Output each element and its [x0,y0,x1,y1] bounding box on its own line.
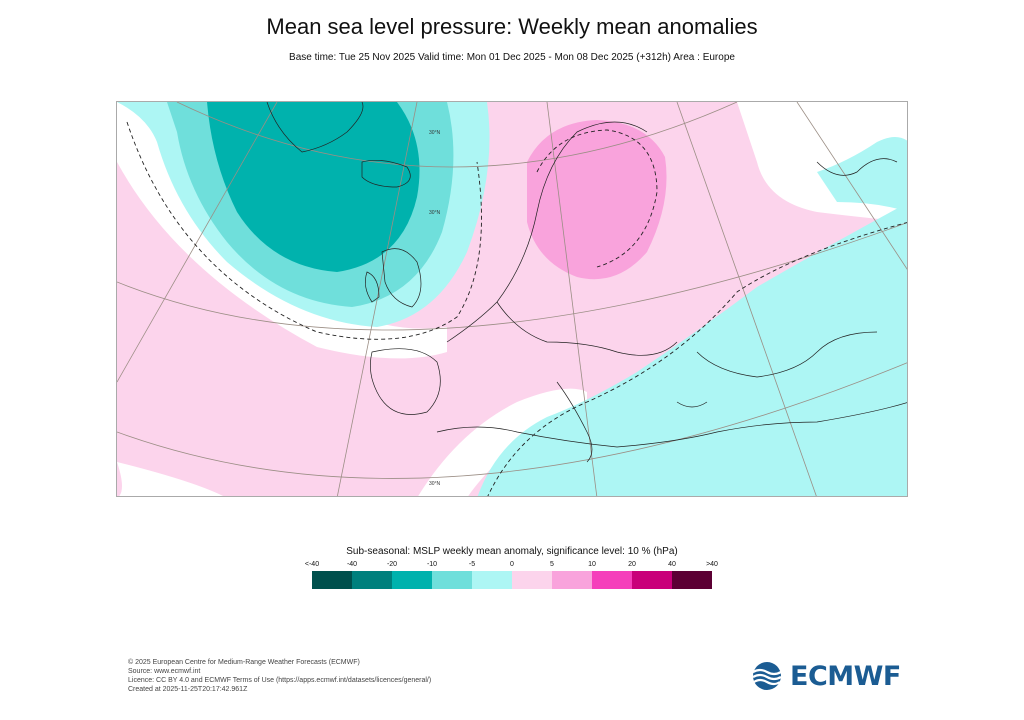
anomaly-map: 30°N 30°N 30°N [116,101,908,497]
colorbar-swatch [472,571,512,589]
chart-subtitle: Base time: Tue 25 Nov 2025 Valid time: M… [289,52,735,63]
colorbar-tick-label: -5 [468,561,476,568]
colorbar-swatch [632,571,672,589]
graticule-label: 30°N [429,210,441,216]
colorbar-tick-label: -10 [426,561,438,568]
graticule-label: 30°N [429,130,441,136]
colorbar-tick-label: >40 [706,561,718,568]
coastlines [266,102,907,463]
colorbar-tick-label: <-40 [304,561,320,568]
graticule [117,102,907,496]
colorbar-tick-label: -20 [386,561,398,568]
colorbar-tick-label: 10 [588,561,596,568]
ecmwf-logo-icon [752,662,782,690]
colorbar-swatches [312,571,712,589]
colorbar-labels: <-40 -40 -20 -10 -5 0 5 10 20 40 >40 [305,561,718,573]
colorbar-swatch [312,571,352,589]
chart-title: Mean sea level pressure: Weekly mean ano… [266,14,758,39]
graticule-label: 30°N [429,481,441,487]
ecmwf-logo: ECMWF [748,660,901,692]
colorbar-swatch [512,571,552,589]
negative-anomaly-minus20 [207,102,420,272]
colorbar-swatch [352,571,392,589]
colorbar-swatch [592,571,632,589]
credits: © 2025 European Centre for Medium-Range … [128,658,431,694]
negative-anomaly-northeast [817,137,907,212]
positive-anomaly-plus5 [527,120,667,280]
colorbar-swatch [432,571,472,589]
significance-contours [126,121,907,496]
ecmwf-logo-text: ECMWF [790,660,901,692]
colorbar-tick-label: 5 [550,561,554,568]
credit-line: Created at 2025-11-25T20:17:42.961Z [128,686,248,693]
colorbar-title: Sub-seasonal: MSLP weekly mean anomaly, … [346,546,678,557]
colorbar-tick-label: 20 [628,561,636,568]
near-zero-band-southcentral [418,388,587,496]
colorbar-swatch [552,571,592,589]
map-canvas: 30°N 30°N 30°N [117,102,907,496]
colorbar-tick-label: 0 [510,561,514,568]
credit-line: © 2025 European Centre for Medium-Range … [128,659,360,666]
colorbar-swatch [672,571,712,589]
colorbar-tick-label: 40 [668,561,676,568]
colorbar-swatch [392,571,432,589]
negative-anomaly-east [477,203,907,496]
credit-line: Licence: CC BY 4.0 and ECMWF Terms of Us… [128,677,432,684]
credit-line: Source: www.ecmwf.int [128,668,201,675]
near-zero-band-south [117,462,224,496]
colorbar-tick-label: -40 [346,561,358,568]
